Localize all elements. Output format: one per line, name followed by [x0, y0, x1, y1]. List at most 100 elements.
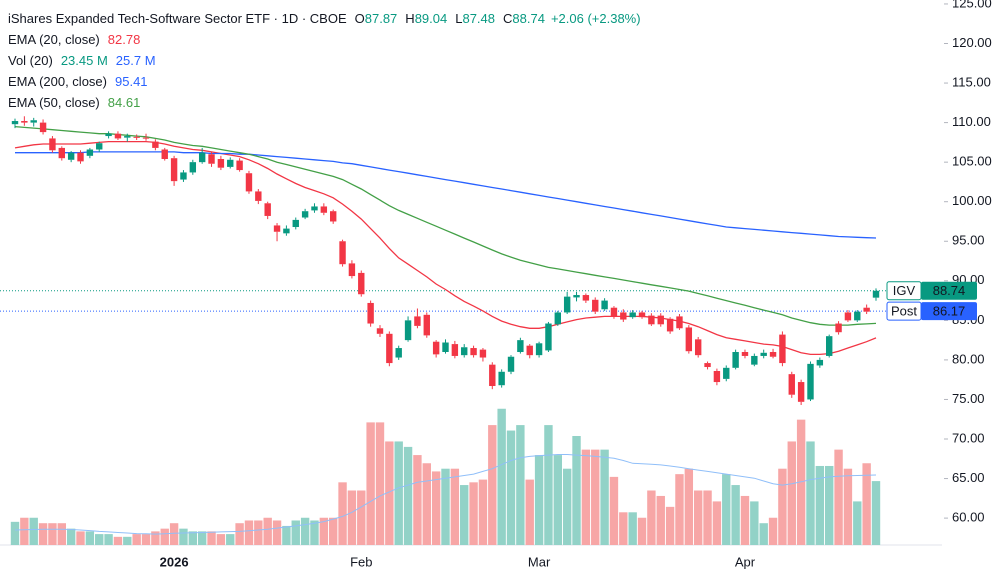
candle-body [264, 203, 271, 216]
volume-bar [703, 490, 712, 545]
y-tick-label: 60.00 [952, 510, 985, 525]
volume-bar [768, 517, 778, 545]
volume-bar [141, 534, 151, 545]
candle-body [713, 370, 721, 383]
candle-body [273, 225, 281, 232]
candle-body [292, 219, 299, 228]
candle-body [227, 159, 234, 167]
price-tag-label: 88.74 [933, 283, 966, 298]
candle-body [376, 328, 384, 334]
volume-bar [778, 468, 787, 545]
candle-body [797, 382, 805, 402]
volume-bar [581, 449, 591, 545]
volume-bar [226, 534, 235, 545]
candle-body [189, 162, 197, 173]
candle-body [423, 314, 430, 336]
legend-value: 23.45 M [61, 53, 108, 68]
legend-entry: EMA (50, close) 84.61 [8, 95, 140, 110]
volume-bar [562, 468, 572, 545]
candle-body [320, 206, 328, 213]
candle-body [872, 290, 880, 298]
candle-body [461, 347, 468, 356]
volume-bar [20, 517, 29, 545]
ohlc-letter: O [355, 11, 365, 26]
volume-bar [712, 501, 722, 545]
candle-body [638, 312, 646, 318]
candle-body [245, 173, 253, 192]
volume-bar [796, 419, 806, 545]
volume-bar [254, 520, 263, 545]
volume-bar [38, 523, 48, 545]
volume-bar [169, 523, 179, 545]
volume-bar [450, 468, 460, 545]
volume-bar [609, 476, 619, 545]
ema-line [15, 151, 877, 239]
legend-name: EMA (50, close) [8, 95, 100, 110]
volume-bar [853, 501, 862, 545]
volume-bar [731, 485, 740, 545]
chart-title: iShares Expanded Tech-Software Sector ET… [8, 11, 347, 26]
candle-body [470, 348, 477, 356]
volume-bar [244, 520, 254, 545]
volume-bar [759, 523, 768, 545]
volume-bar [516, 425, 525, 545]
volume-bar [534, 455, 544, 545]
volume-bar [113, 536, 123, 545]
candle-body [666, 318, 674, 332]
volume-bar [553, 455, 563, 545]
volume-bar [572, 436, 581, 545]
candle-body [582, 295, 590, 301]
price-tag-label: 86.17 [933, 304, 966, 319]
volume-bar [179, 528, 188, 545]
volume-bar [132, 534, 141, 545]
volume-bar [460, 485, 469, 545]
ohlc-value: 88.74 [512, 11, 545, 26]
volume-bar [544, 425, 553, 545]
legend-entry: EMA (200, close) 95.41 [8, 74, 148, 89]
volume-bar [375, 422, 385, 545]
candle-body [58, 147, 65, 159]
candle-body [517, 340, 524, 352]
volume-bar [591, 449, 600, 545]
candle-body [592, 299, 599, 312]
y-tick-label: 105.00 [952, 154, 992, 169]
candle-body [620, 312, 627, 320]
price-tag-box [921, 302, 977, 321]
volume-bar [441, 468, 450, 545]
volume-bar [488, 425, 497, 545]
volume-bar [188, 531, 198, 545]
candle-body [283, 228, 290, 234]
candle-body [329, 211, 337, 222]
candle-body [414, 316, 421, 326]
ohlc-value: 89.04 [415, 11, 448, 26]
y-tick-label: 65.00 [952, 470, 985, 485]
volume-bar [637, 517, 647, 545]
ohlc-value: +2.06 (+2.38%) [551, 11, 641, 26]
price-tag-name: Post [891, 304, 917, 319]
volume-bar [263, 517, 272, 545]
candle-body [255, 191, 262, 201]
y-tick-label: 100.00 [952, 193, 992, 208]
volume-bar [497, 408, 506, 545]
candle-body [124, 136, 131, 138]
candle-body [367, 302, 374, 324]
x-tick-label: 2026 [160, 554, 189, 569]
volume-bar [272, 520, 282, 545]
y-tick-label: 125.00 [952, 0, 992, 10]
candle-body [152, 141, 159, 148]
volume-bar [647, 490, 656, 545]
volume-bar [338, 482, 347, 545]
volume-bar [291, 520, 300, 545]
volume-bar [328, 517, 338, 545]
candle-body [723, 367, 730, 379]
candle-body [208, 154, 215, 164]
volume-bar [750, 501, 759, 545]
volume-bar [85, 531, 95, 545]
candle-body [479, 349, 487, 358]
y-tick-label: 95.00 [952, 233, 985, 248]
volume-bar [207, 531, 216, 545]
volume-bar [403, 446, 413, 545]
legend-value: 25.7 M [116, 53, 156, 68]
volume-ma-line [14, 454, 877, 535]
volume-bar [787, 441, 796, 545]
